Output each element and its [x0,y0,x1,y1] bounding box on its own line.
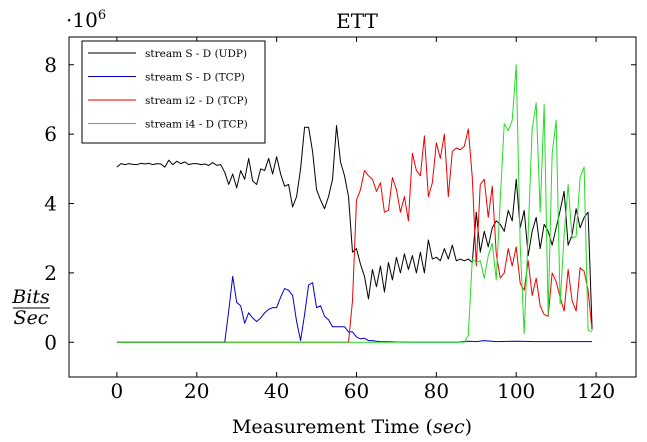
series-line-3 [116,128,593,343]
series-line-4 [116,64,593,343]
x-tick-label: 20 [184,379,209,403]
y-tick-label: 4 [44,192,57,216]
x-label-unit: sec [433,416,465,438]
x-label-suffix: ) [465,416,472,438]
x-tick-label: 40 [264,379,289,403]
y-label-denominator: Sec [14,307,49,329]
x-tick-label: 100 [497,379,535,403]
x-tick-label: 80 [424,379,449,403]
legend-label: stream S - D (UDP) [145,48,247,60]
y-multiplier-base: ·10 [66,8,98,32]
y-tick-label: 8 [44,53,57,77]
y-tick-label: 2 [44,261,57,285]
y-tick-label: 6 [44,122,57,146]
x-tick-label: 60 [344,379,369,403]
x-label-prefix: Measurement Time ( [232,416,433,438]
series-line-2 [116,275,593,343]
legend-label: stream i2 - D (TCP) [145,95,248,107]
legend-items: stream S - D (UDP) stream S - D (TCP) stre… [88,48,248,131]
y-multiplier-exponent: 6 [98,8,106,23]
y-tick-label: 0 [44,330,57,354]
plot-frame [68,36,637,378]
y-label-numerator: Bits [11,286,50,308]
legend-label: stream S - D (TCP) [145,72,245,84]
legend-box [81,40,266,144]
series-layer [116,64,593,343]
legend: stream S - D (UDP) stream S - D (TCP) stre… [81,40,266,144]
chart-title: ETT [336,9,378,33]
y-multiplier: ·106 [66,8,106,32]
ticks-layer: 0 20 40 60 80 100 120 0 2 4 6 8 [44,37,636,403]
x-axis-label: Measurement Time (sec) [232,416,472,438]
series-line-1 [116,124,593,329]
x-tick-label: 120 [577,379,615,403]
legend-label: stream i4 - D (TCP) [145,119,248,131]
y-axis-label: Bits Sec [11,286,50,329]
x-tick-label: 0 [111,379,124,403]
